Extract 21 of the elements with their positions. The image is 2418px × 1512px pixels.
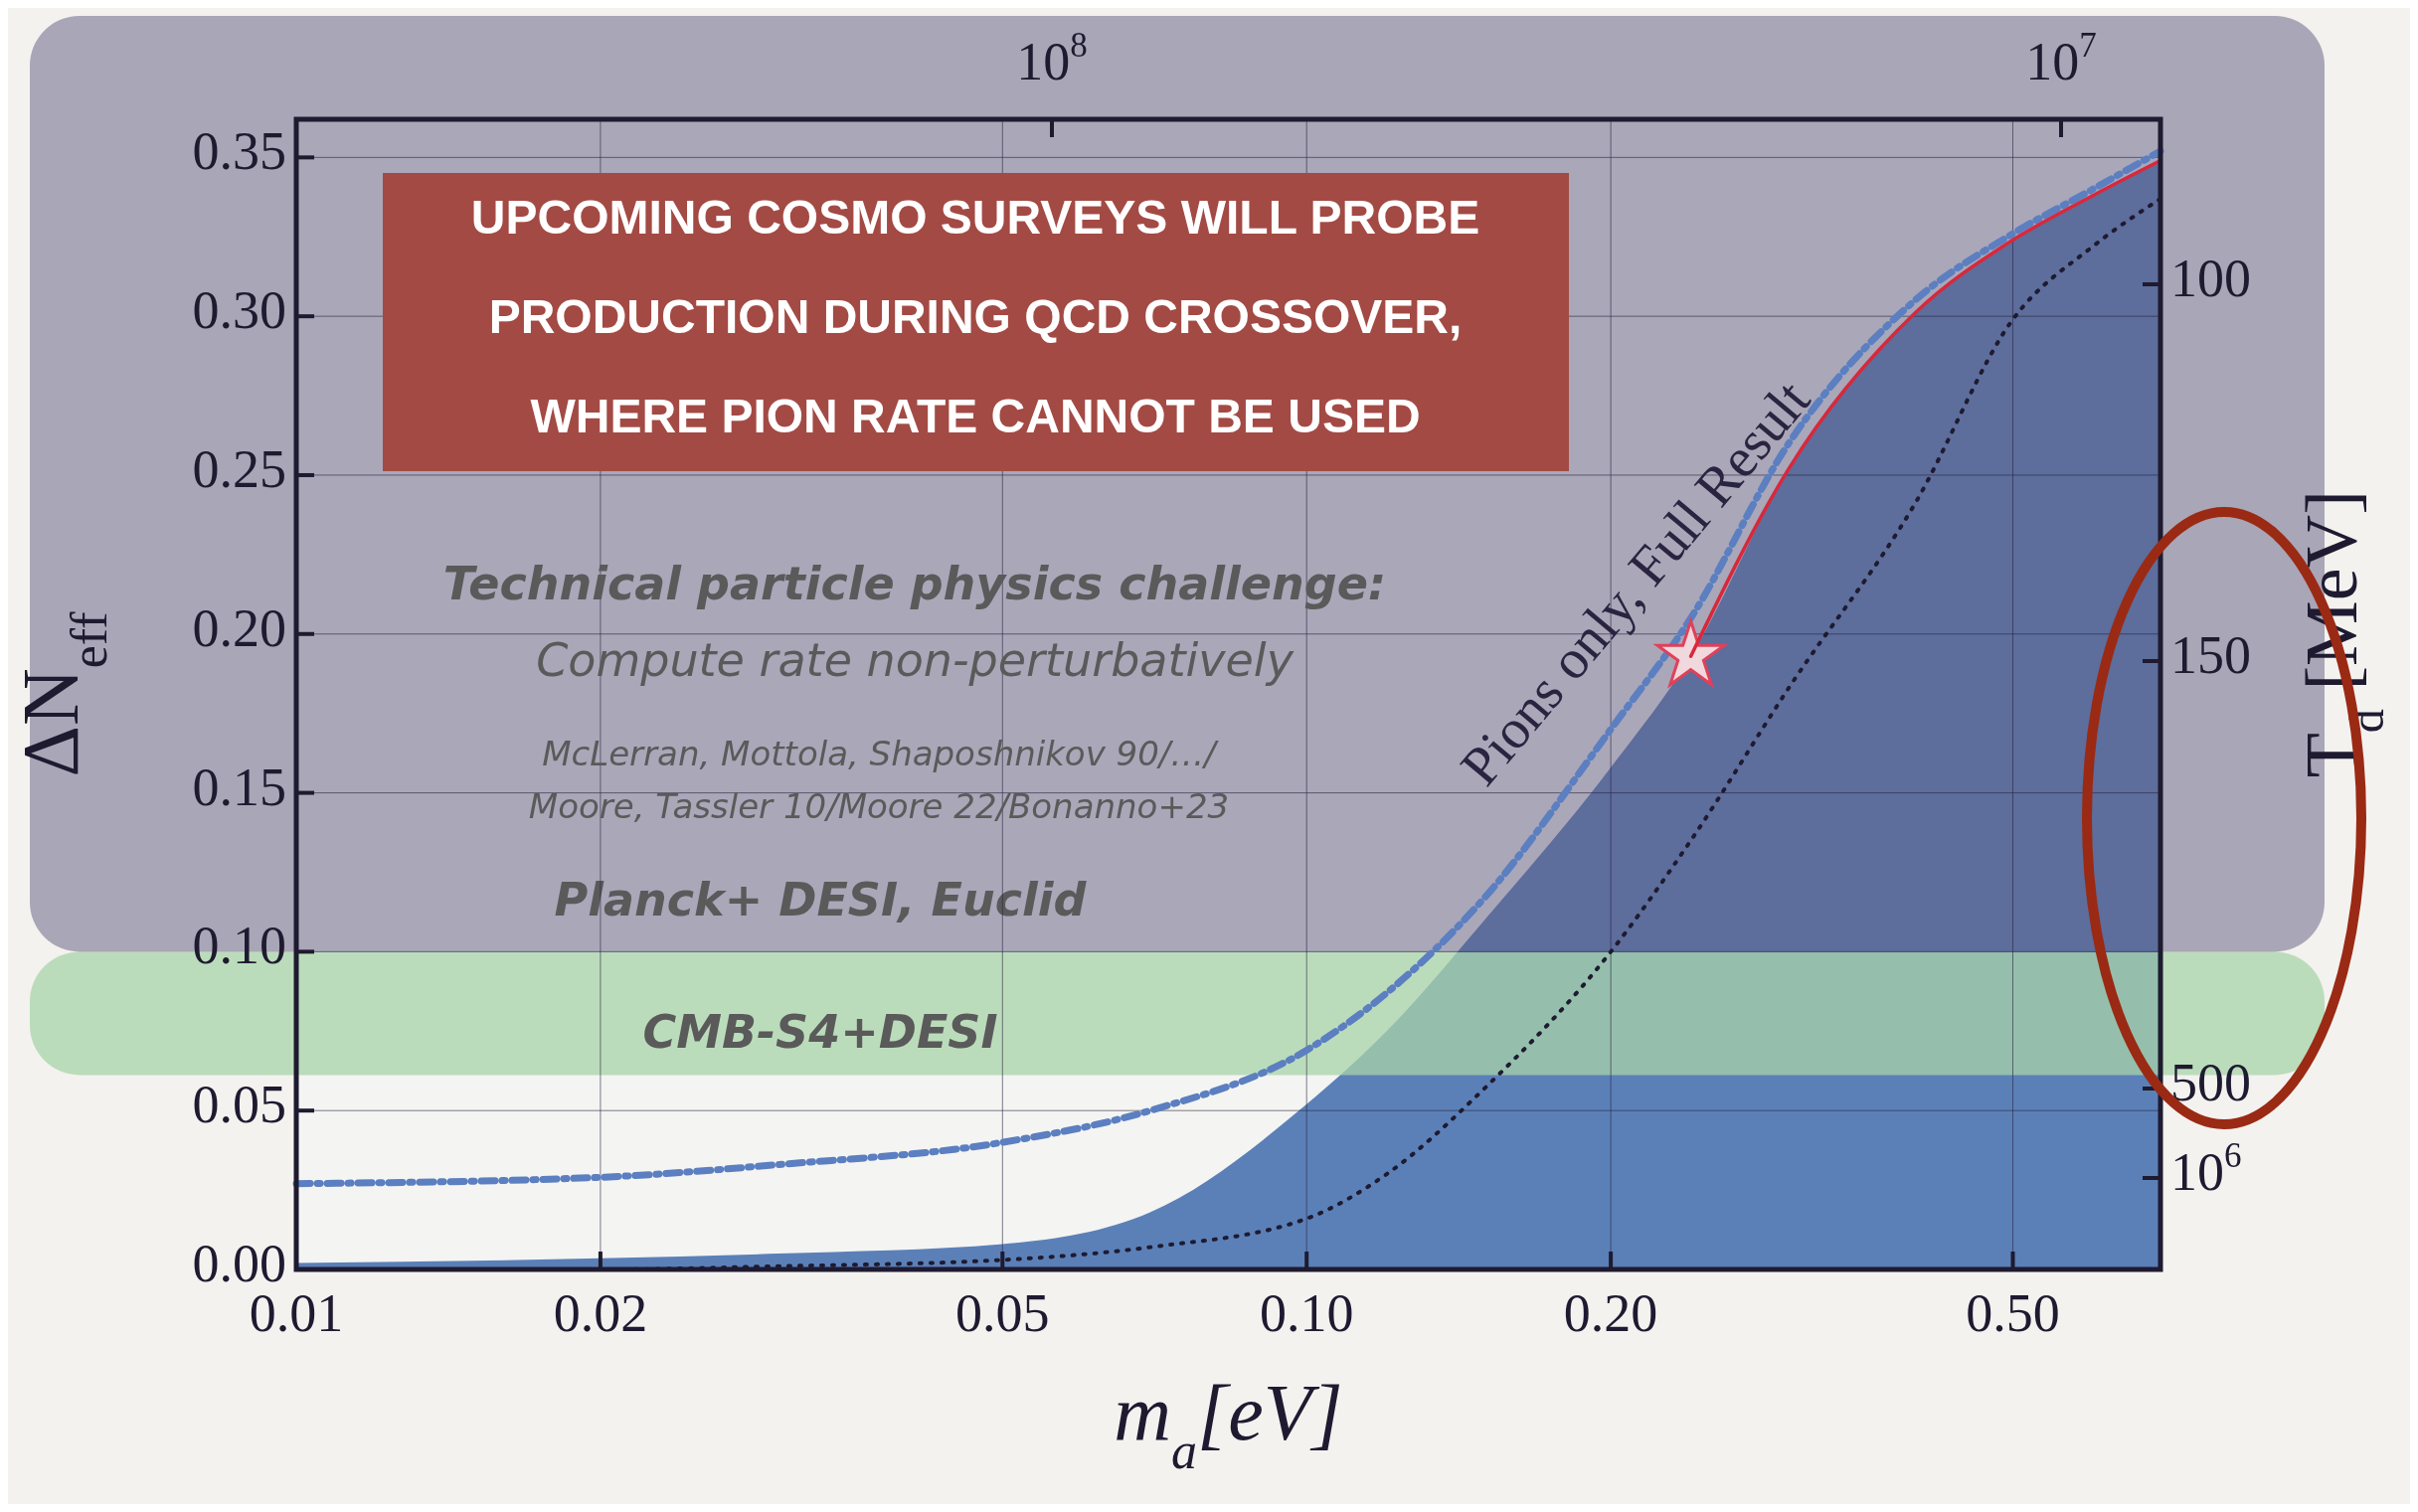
x-tick-label: 0.05	[955, 1283, 1050, 1343]
y-tick-label: 0.10	[192, 916, 286, 976]
text: 500	[2170, 1053, 2251, 1113]
x-tick-label: 0.02	[553, 1283, 648, 1343]
x-tick-label: 0.20	[1563, 1283, 1658, 1343]
y-tick-label: 0.30	[192, 280, 286, 341]
y-tick-label: 0.15	[192, 756, 286, 817]
text: 10$^{8}$	[1016, 25, 1088, 92]
y-tick-label: 0.35	[192, 121, 286, 182]
text: 10$^{7}$	[2025, 25, 2097, 92]
text: 100	[2170, 249, 2251, 309]
text: 150	[2170, 625, 2251, 686]
x-tick-label: 0.50	[1966, 1283, 2060, 1343]
text: UPCOMING COSMO SURVEYS WILL PROBE PRODUCTION DURING QCD CROSSOVER, WHERE PION RATE CANNOT BE USED	[470, 190, 1480, 442]
y-tick-label: 0.05	[192, 1075, 286, 1135]
x-axis-title: m$_{a}$[eV]	[1114, 1369, 1343, 1479]
y-tick-label: 0.25	[192, 439, 286, 500]
y-tick-label: 0.20	[192, 598, 286, 659]
x-tick-label: 0.10	[1259, 1283, 1354, 1343]
text: 10$^{6}$	[2170, 1135, 2242, 1203]
band-label: CMB-S4+DESI	[642, 1004, 998, 1059]
